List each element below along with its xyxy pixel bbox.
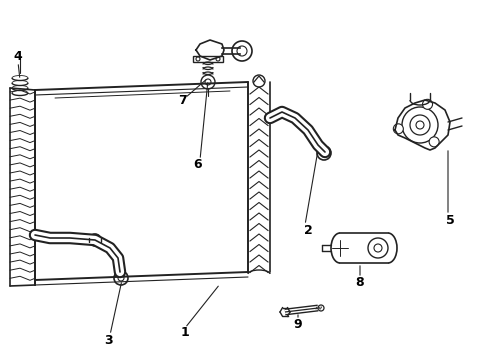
Text: 6: 6 [194,158,202,171]
Text: 1: 1 [181,327,189,339]
Circle shape [196,57,200,61]
Circle shape [89,234,101,246]
Circle shape [422,99,433,109]
Circle shape [429,137,439,147]
Text: 4: 4 [14,49,23,63]
Circle shape [393,124,403,134]
Circle shape [368,238,388,258]
Text: 8: 8 [356,275,364,288]
Text: 2: 2 [304,224,313,237]
Circle shape [201,75,215,89]
Circle shape [317,146,331,160]
Circle shape [92,237,98,243]
Circle shape [237,46,247,56]
Bar [193,56,223,62]
Circle shape [232,41,252,61]
Circle shape [216,57,220,61]
Circle shape [416,121,424,129]
Circle shape [410,115,430,135]
Text: 3: 3 [104,333,112,346]
Circle shape [205,79,211,85]
Circle shape [114,271,128,285]
Circle shape [118,275,124,281]
Circle shape [402,107,438,143]
Text: 7: 7 [178,94,186,107]
Circle shape [253,75,265,87]
Circle shape [374,244,382,252]
Circle shape [318,305,324,311]
Circle shape [321,150,327,156]
Text: 5: 5 [445,213,454,226]
Text: 9: 9 [294,319,302,332]
